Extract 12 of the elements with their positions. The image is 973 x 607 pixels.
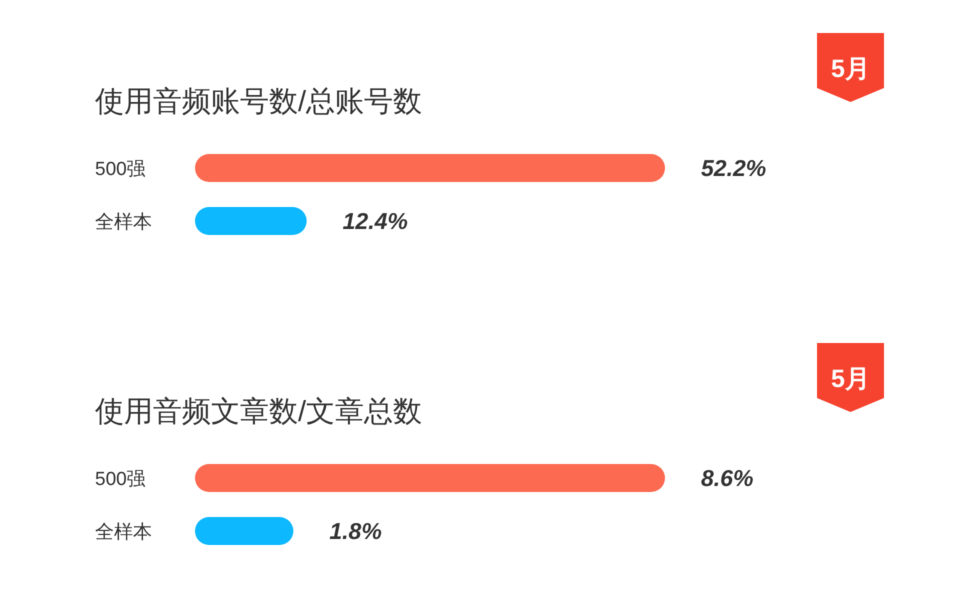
- annotation: 5月: [831, 55, 870, 83]
- category-label: 500强: [95, 159, 146, 180]
- value-label: 8.6%: [701, 465, 754, 491]
- category-label: 全样本: [95, 522, 152, 543]
- category-label: 500强: [95, 469, 146, 490]
- value-label: 52.2%: [701, 155, 766, 181]
- value-label: 12.4%: [342, 208, 408, 234]
- value-label: 1.8%: [329, 518, 382, 544]
- title: 使用音频文章数/文章总数: [95, 396, 422, 428]
- annotation: 5月: [831, 365, 870, 393]
- category-label: 全样本: [95, 212, 152, 233]
- title: 使用音频账号数/总账号数: [95, 86, 422, 118]
